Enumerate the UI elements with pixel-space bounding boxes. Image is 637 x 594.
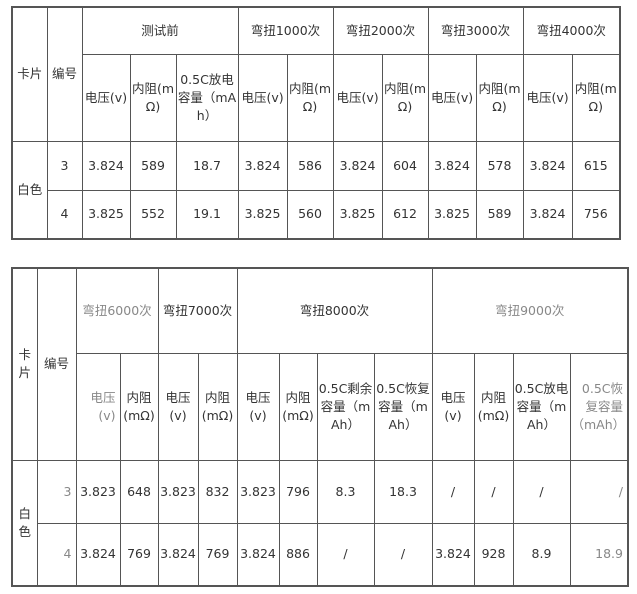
voltage-header: 电压(v) (236, 352, 280, 461)
value-cell: 3.824 (237, 140, 288, 191)
voltage-header: 电压(v) (81, 53, 131, 142)
voltage-header: 电压(v) (522, 53, 573, 142)
value-cell: 769 (197, 522, 238, 587)
table-row: 白色 3 3.824 589 18.7 3.824 586 3.824 604 … (11, 140, 621, 240)
number-header: 编号 (36, 267, 77, 461)
number-cell: 3 (46, 140, 83, 191)
value-cell: 560 (286, 189, 334, 240)
recovery-capacity-header: 0.5C恢复容量（mAh） (569, 352, 629, 461)
resistance-header: 内阻(mΩ) (119, 352, 159, 461)
recovery-capacity-header: 0.5C恢复容量（mAh） (373, 352, 433, 461)
value-cell: 3.824 (157, 522, 199, 587)
value-cell: 3.824 (431, 522, 475, 587)
voltage-header: 电压(v) (332, 53, 383, 142)
color-cell: 白色 (11, 459, 38, 587)
table-row: 4 3.825 552 19.1 3.825 560 3.825 612 3.8… (12, 189, 621, 240)
value-cell: 3.824 (332, 140, 383, 191)
capacity-header: 0.5C放电容量（mAh） (175, 53, 239, 142)
value-cell: 769 (119, 522, 159, 587)
number-cell: 4 (36, 522, 77, 587)
resistance-header: 内阻(mΩ) (286, 53, 334, 142)
color-cell: 白色 (11, 140, 48, 240)
number-cell: 3 (36, 459, 77, 524)
value-cell: / (431, 459, 475, 524)
value-cell: 3.825 (332, 189, 383, 240)
resistance-header: 内阻(mΩ) (197, 352, 238, 461)
card-header: 卡片 (11, 267, 38, 461)
value-cell: 8.9 (512, 522, 571, 587)
group-header: 弯扭4000次 (522, 6, 621, 55)
voltage-header: 电压(v) (237, 53, 288, 142)
value-cell: 3.825 (237, 189, 288, 240)
value-cell: 3.824 (75, 522, 121, 587)
group-header: 测试前 (81, 6, 239, 55)
value-cell: 604 (381, 140, 429, 191)
value-cell: 886 (278, 522, 318, 587)
group-header: 弯扭9000次 (431, 267, 629, 354)
value-cell: / (473, 459, 514, 524)
voltage-header: 电压(v) (427, 53, 477, 142)
value-cell: 552 (129, 189, 177, 240)
value-cell: 3.825 (81, 189, 131, 240)
value-cell: 589 (129, 140, 177, 191)
value-cell: / (512, 459, 571, 524)
value-cell: 8.3 (316, 459, 375, 524)
voltage-header: 电压(v) (157, 352, 199, 461)
voltage-header: 电压(v) (75, 352, 121, 461)
value-cell: 3.823 (75, 459, 121, 524)
value-cell: 578 (475, 140, 524, 191)
value-cell: 3.824 (522, 140, 573, 191)
value-cell: 615 (571, 140, 621, 191)
resistance-header: 内阻(mΩ) (129, 53, 177, 142)
number-header: 编号 (46, 6, 83, 142)
resistance-header: 内阻(mΩ) (571, 53, 621, 142)
value-cell: 19.1 (175, 189, 239, 240)
value-cell: 3.825 (427, 189, 477, 240)
value-cell: 648 (119, 459, 159, 524)
card-header: 卡片 (11, 6, 48, 142)
resistance-header: 内阻(mΩ) (278, 352, 318, 461)
value-cell: 3.824 (236, 522, 280, 587)
value-cell: 832 (197, 459, 238, 524)
value-cell: / (373, 522, 433, 587)
value-cell: 796 (278, 459, 318, 524)
test-results-table-1: 卡片 编号 测试前 弯扭1000次 弯扭2000次 弯扭3000次 弯扭4000… (11, 6, 622, 240)
value-cell: / (569, 459, 629, 524)
value-cell: 586 (286, 140, 334, 191)
group-header: 弯扭2000次 (332, 6, 429, 55)
resistance-header: 内阻(mΩ) (381, 53, 429, 142)
resistance-header: 内阻(mΩ) (475, 53, 524, 142)
resistance-header: 内阻(mΩ) (473, 352, 514, 461)
value-cell: 3.823 (157, 459, 199, 524)
value-cell: 18.7 (175, 140, 239, 191)
remaining-capacity-header: 0.5C剩余容量（mAh） (316, 352, 375, 461)
value-cell: 18.9 (569, 522, 629, 587)
value-cell: 3.823 (236, 459, 280, 524)
value-cell: 756 (571, 189, 621, 240)
group-header: 弯扭6000次 (75, 267, 159, 354)
group-header: 弯扭3000次 (427, 6, 524, 55)
value-cell: / (316, 522, 375, 587)
voltage-header: 电压(v) (431, 352, 475, 461)
value-cell: 18.3 (373, 459, 433, 524)
value-cell: 3.824 (522, 189, 573, 240)
value-cell: 3.824 (427, 140, 477, 191)
table-row: 4 3.824 769 3.824 769 3.824 886 / / 3.82… (12, 522, 629, 587)
value-cell: 589 (475, 189, 524, 240)
value-cell: 3.824 (81, 140, 131, 191)
value-cell: 612 (381, 189, 429, 240)
capacity-header: 0.5C放电容量（mAh） (512, 352, 571, 461)
value-cell: 928 (473, 522, 514, 587)
test-results-table-2: 卡片 编号 弯扭6000次 弯扭7000次 弯扭8000次 弯扭9000次 电压… (11, 267, 629, 587)
number-cell: 4 (46, 189, 83, 240)
group-header: 弯扭1000次 (237, 6, 334, 55)
group-header: 弯扭7000次 (157, 267, 238, 354)
table-row: 白色 3 3.823 648 3.823 832 3.823 796 8.3 1… (11, 459, 629, 587)
group-header: 弯扭8000次 (236, 267, 433, 354)
